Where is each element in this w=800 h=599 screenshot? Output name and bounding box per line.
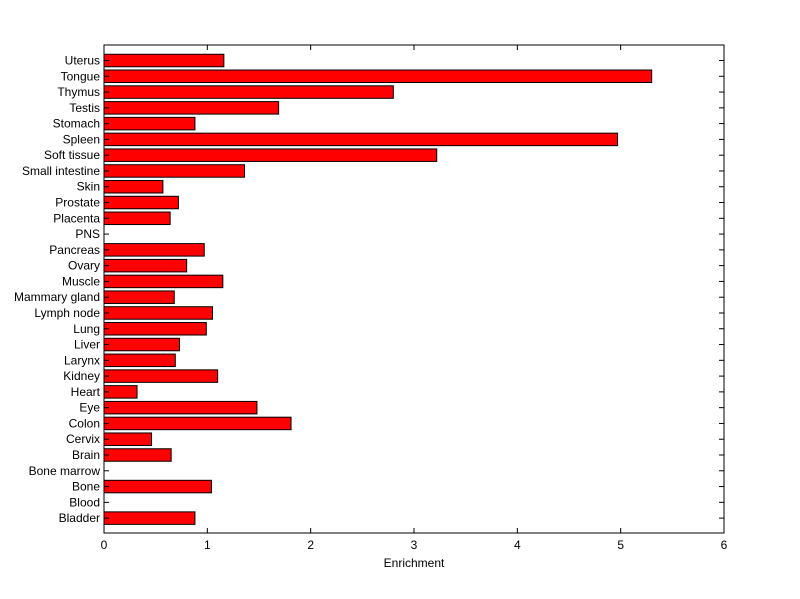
bar-bladder — [103, 511, 196, 525]
y-tick-label: Skin — [77, 180, 100, 194]
bar-small-intestine — [103, 164, 246, 178]
x-axis-label: Enrichment — [384, 556, 445, 570]
y-tick-label: Kidney — [63, 369, 100, 383]
x-tick-label: 3 — [411, 538, 418, 552]
bar-testis — [103, 101, 280, 115]
bar-pancreas — [103, 243, 205, 257]
plot-frame — [103, 44, 725, 534]
y-tick-label: Muscle — [62, 274, 100, 288]
y-tick-label: Bone marrow — [29, 464, 101, 478]
bar-thymus — [103, 85, 394, 99]
bar-brain — [103, 448, 172, 462]
x-ticks-group: 0 1 2 3 4 5 6 — [101, 45, 728, 552]
bar-lymph-node — [103, 306, 213, 320]
y-tick-label: Soft tissue — [44, 148, 100, 162]
bar-bone — [103, 479, 212, 494]
y-tick-label: Bladder — [59, 511, 100, 525]
y-tick-label: Ovary — [68, 259, 100, 273]
bar-soft-tissue — [103, 148, 438, 162]
bar-skin — [103, 179, 164, 194]
y-tick-label: Lymph node — [34, 306, 100, 320]
bar-placenta — [103, 211, 171, 226]
x-tick-label: 4 — [514, 538, 521, 552]
y-tick-label: Testis — [69, 101, 100, 115]
bar-kidney — [103, 369, 219, 383]
y-tick-label: Lung — [73, 322, 100, 336]
y-tick-label: Brain — [72, 448, 100, 462]
y-tick-label: Bone — [72, 480, 100, 494]
bar-cervix — [103, 432, 153, 446]
bar-lung — [103, 322, 207, 336]
bar-colon — [103, 416, 292, 431]
bar-muscle — [103, 274, 224, 289]
plot-area — [104, 45, 724, 533]
bar-mammary-gland — [103, 290, 175, 304]
y-tick-label: Small intestine — [22, 164, 100, 178]
y-tick-label: Pancreas — [49, 243, 100, 257]
bar-ovary — [103, 258, 188, 273]
y-tick-label: Spleen — [63, 132, 100, 146]
y-tick-label: PNS — [75, 227, 100, 241]
bar-uterus — [103, 53, 225, 68]
x-tick-label: 5 — [617, 538, 624, 552]
bar-prostate — [103, 195, 179, 210]
y-tick-label: Stomach — [53, 117, 100, 131]
y-tick-label: Heart — [71, 385, 101, 399]
y-tick-label: Colon — [69, 416, 100, 430]
y-tick-label: Mammary gland — [14, 290, 100, 304]
y-tick-label: Thymus — [57, 85, 100, 99]
y-tick-label: Tongue — [61, 69, 101, 83]
bar-larynx — [103, 353, 176, 368]
y-tick-label: Placenta — [53, 211, 100, 225]
x-tick-label: 0 — [101, 538, 108, 552]
x-tick-label: 6 — [721, 538, 728, 552]
y-tick-label: Blood — [69, 495, 100, 509]
x-tick-label: 1 — [204, 538, 211, 552]
y-tick-label: Prostate — [55, 196, 100, 210]
bar-stomach — [103, 116, 196, 131]
y-tick-label: Cervix — [66, 432, 100, 446]
y-tick-label: Uterus — [65, 54, 100, 68]
bar-tongue — [103, 69, 653, 84]
y-tick-label: Eye — [79, 401, 100, 415]
bar-spleen — [103, 132, 619, 147]
bar-liver — [103, 337, 180, 352]
y-tick-label: Liver — [74, 338, 100, 352]
x-tick-label: 2 — [307, 538, 314, 552]
bar-eye — [103, 400, 258, 415]
y-tick-label: Larynx — [64, 353, 100, 367]
